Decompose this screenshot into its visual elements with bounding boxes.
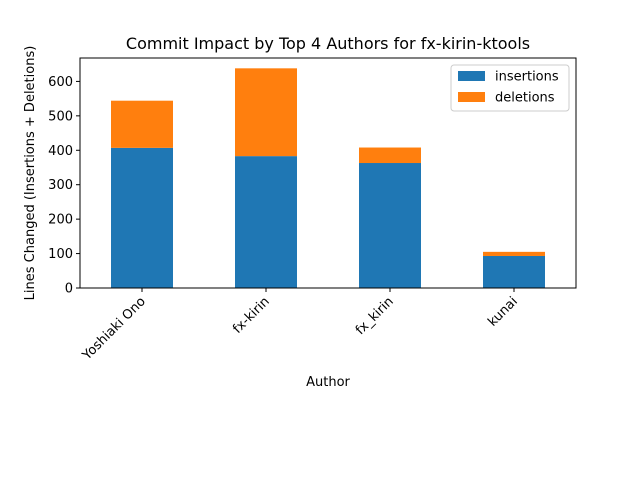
plot-frame <box>79 57 577 289</box>
y-tick-label: 0 <box>65 282 73 297</box>
bar-deletions-2 <box>359 147 421 164</box>
legend-swatch-insertions <box>458 71 485 81</box>
legend-label-insertions: insertions <box>495 70 559 85</box>
bar-deletions-0 <box>111 100 173 148</box>
y-tick-label: 100 <box>48 247 73 262</box>
bar-deletions-3 <box>483 251 545 256</box>
legend-swatch-deletions <box>458 92 485 102</box>
y-tick-label: 200 <box>48 213 73 228</box>
legend: insertions deletions <box>450 64 570 112</box>
bar-insertions-1 <box>235 156 297 288</box>
bar-insertions-0 <box>111 147 173 288</box>
x-axis-label: Author <box>306 375 350 390</box>
bar-deletions-1 <box>235 68 297 157</box>
y-tick-label: 300 <box>48 178 73 193</box>
chart-title: Commit Impact by Top 4 Authors for fx-ki… <box>126 34 530 53</box>
bar-insertions-3 <box>483 255 545 288</box>
y-axis-label: Lines Changed (Insertions + Deletions) <box>23 46 38 301</box>
y-axis-ticks: 0 100 200 300 400 500 600 <box>48 75 80 297</box>
y-tick-label: 500 <box>48 109 73 124</box>
legend-label-deletions: deletions <box>495 91 555 106</box>
bar-insertions-2 <box>359 163 421 288</box>
y-tick-label: 600 <box>48 75 73 90</box>
bars-group <box>111 68 545 288</box>
y-tick-label: 400 <box>48 144 73 159</box>
